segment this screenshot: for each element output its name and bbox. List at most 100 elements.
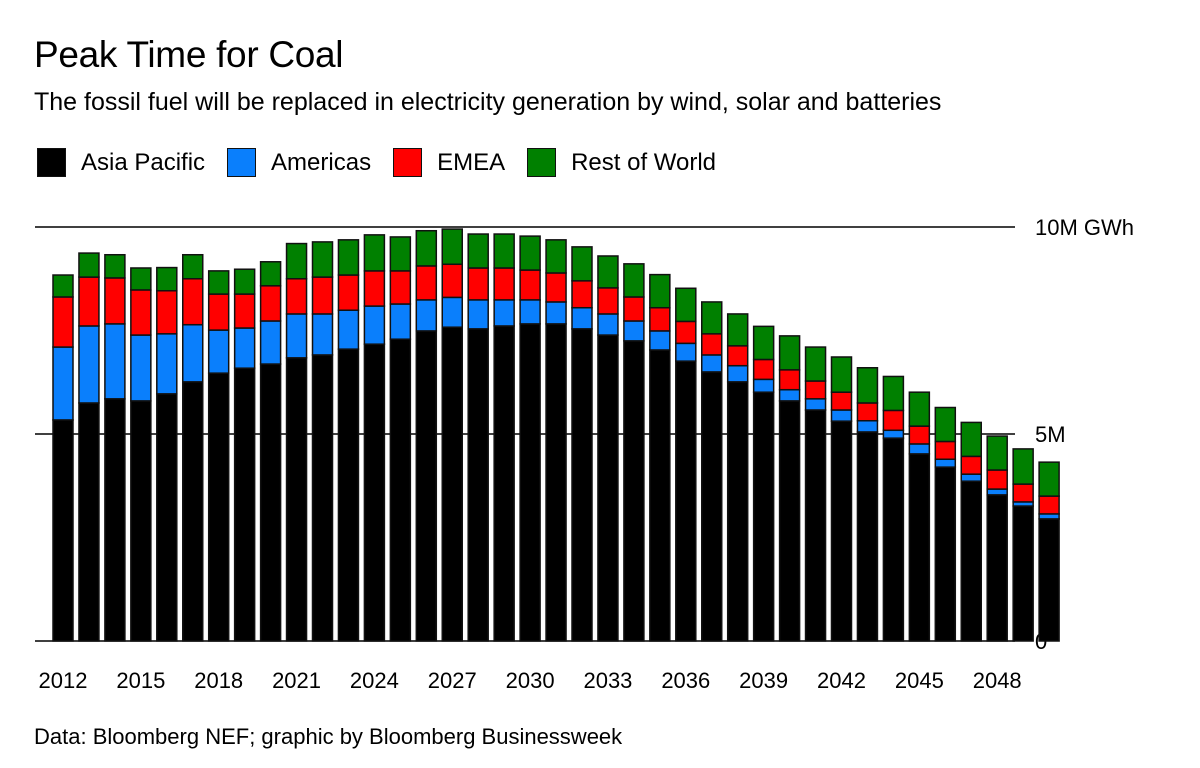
bar-americas-2047 (960, 473, 982, 482)
bar-rest-of-world-2035 (649, 273, 671, 309)
bar-emea-2044 (882, 409, 905, 432)
bar-americas-2018 (207, 329, 230, 374)
bar-americas-2046 (934, 458, 957, 468)
bar-rest-of-world-2041 (804, 346, 827, 382)
legend-swatch-americas (227, 148, 257, 177)
bar-americas-2013 (78, 325, 100, 404)
bar-asia-pacific-2043 (856, 431, 879, 642)
bar-rest-of-world-2028 (467, 233, 489, 269)
bar-rest-of-world-2038 (726, 313, 749, 347)
bar-asia-pacific-2026 (415, 330, 438, 642)
bar-americas-2039 (752, 378, 775, 393)
bar-asia-pacific-2045 (908, 453, 931, 642)
bar-americas-2034 (623, 320, 645, 342)
bar-emea-2038 (726, 345, 749, 367)
bar-rest-of-world-2025 (389, 236, 412, 272)
bar-rest-of-world-2030 (519, 235, 541, 271)
bar-emea-2045 (908, 425, 931, 445)
bar-emea-2032 (571, 280, 593, 309)
bar-rest-of-world-2037 (701, 301, 723, 335)
bar-emea-2050 (1038, 495, 1060, 515)
bar-rest-of-world-2048 (986, 435, 1008, 471)
bar-rest-of-world-2013 (78, 252, 100, 278)
bar-rest-of-world-2019 (233, 268, 256, 295)
bar-americas-2015 (130, 334, 152, 402)
bar-rest-of-world-2012 (52, 274, 74, 298)
bar-rest-of-world-2040 (778, 335, 801, 371)
bar-asia-pacific-2012 (52, 419, 74, 642)
bar-asia-pacific-2022 (311, 354, 334, 642)
bar-americas-2038 (726, 364, 749, 383)
bar-asia-pacific-2015 (130, 400, 152, 642)
bar-americas-2027 (441, 296, 463, 328)
bar-emea-2041 (804, 380, 827, 400)
legend-swatch-rest-of-world (527, 148, 557, 177)
bar-americas-2024 (363, 305, 386, 345)
bar-americas-2042 (830, 409, 853, 422)
x-tick-label: 2015 (116, 668, 165, 693)
bar-emea-2012 (52, 296, 74, 348)
bar-americas-2023 (337, 309, 360, 350)
y-tick-label: 5M (1035, 422, 1066, 447)
bar-emea-2026 (415, 265, 438, 301)
bar-emea-2043 (856, 402, 879, 422)
x-tick-label: 2018 (194, 668, 243, 693)
bar-rest-of-world-2022 (311, 241, 334, 278)
bar-americas-2031 (545, 301, 567, 325)
bar-emea-2014 (104, 277, 126, 325)
bar-americas-2044 (882, 429, 905, 439)
bar-rest-of-world-2046 (934, 406, 957, 443)
bar-rest-of-world-2050 (1038, 461, 1060, 497)
bar-americas-2030 (519, 299, 541, 325)
x-tick-label: 2012 (39, 668, 88, 693)
bar-asia-pacific-2036 (675, 360, 697, 642)
bar-emea-2031 (545, 272, 567, 303)
bar-asia-pacific-2049 (1012, 505, 1034, 642)
source-note: Data: Bloomberg NEF; graphic by Bloomber… (34, 724, 623, 749)
bar-emea-2033 (597, 287, 619, 315)
bar-emea-2028 (467, 267, 489, 301)
legend-item-emea: EMEA (393, 148, 505, 177)
bar-rest-of-world-2049 (1012, 448, 1034, 485)
bar-emea-2049 (1012, 483, 1034, 503)
x-tick-label: 2033 (583, 668, 632, 693)
bar-rest-of-world-2043 (856, 367, 879, 404)
bar-asia-pacific-2017 (182, 381, 204, 642)
bar-rest-of-world-2024 (363, 234, 386, 272)
bar-americas-2035 (649, 330, 671, 351)
bar-americas-2022 (311, 313, 334, 356)
bar-emea-2048 (986, 469, 1008, 490)
legend-label: Asia Pacific (81, 148, 206, 176)
bar-americas-2017 (182, 323, 204, 383)
bar-americas-2025 (389, 303, 412, 340)
x-tick-label: 2039 (739, 668, 788, 693)
bar-rest-of-world-2018 (207, 270, 230, 295)
legend-label: Rest of World (571, 148, 717, 176)
chart-title: Peak Time for Coal (34, 34, 344, 75)
bar-emea-2017 (182, 278, 204, 326)
x-tick-label: 2027 (428, 668, 477, 693)
legend-swatch-emea (393, 148, 423, 177)
bar-asia-pacific-2020 (259, 363, 282, 642)
bar-asia-pacific-2048 (986, 494, 1008, 642)
bar-asia-pacific-2018 (207, 372, 230, 642)
x-tick-label: 2024 (350, 668, 399, 693)
bar-rest-of-world-2042 (830, 356, 853, 393)
bar-americas-2012 (52, 346, 74, 421)
bar-asia-pacific-2037 (701, 371, 723, 642)
bar-asia-pacific-2027 (441, 326, 463, 642)
bar-emea-2013 (78, 276, 100, 327)
bar-americas-2028 (467, 299, 489, 330)
bar-americas-2041 (804, 398, 827, 411)
bar-emea-2039 (752, 358, 775, 381)
legend: Asia Pacific Americas EMEA Rest of World (37, 148, 738, 177)
bar-emea-2015 (130, 289, 152, 336)
bar-asia-pacific-2033 (597, 334, 619, 642)
bar-americas-2020 (259, 320, 282, 365)
bar-rest-of-world-2044 (882, 375, 905, 412)
bar-asia-pacific-2039 (752, 391, 775, 642)
bar-rest-of-world-2017 (182, 253, 204, 280)
x-tick-label: 2048 (973, 668, 1022, 693)
x-tick-label: 2042 (817, 668, 866, 693)
